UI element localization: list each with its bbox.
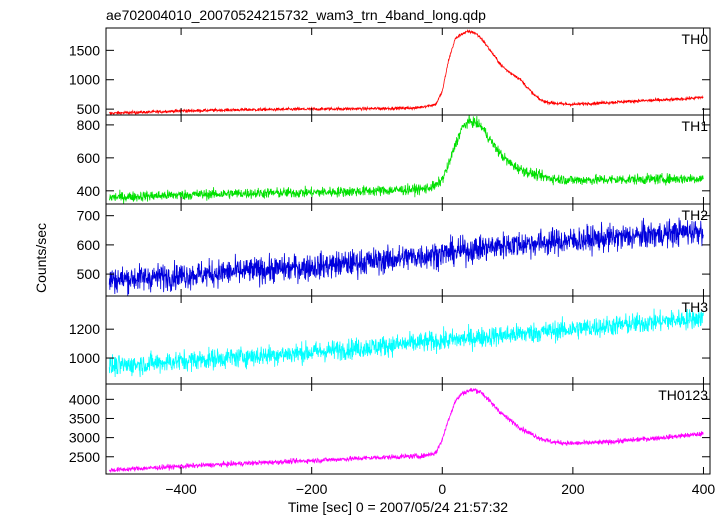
panel-label-th2: TH2 xyxy=(682,207,709,223)
y-tick-label: 400 xyxy=(77,183,101,199)
y-tick-label: 500 xyxy=(77,266,101,282)
x-axis-label: Time [sec] 0 = 2007/05/24 21:57:32 xyxy=(288,499,508,515)
y-tick-label: 2500 xyxy=(69,449,100,465)
panels-group: TH050010001500TH1400600800TH2500600700TH… xyxy=(69,27,716,497)
series-line-th3 xyxy=(108,308,704,378)
chart-title: ae702004010_20070524215732_wam3_trn_4ban… xyxy=(106,7,486,23)
y-tick-label: 1200 xyxy=(69,321,100,337)
y-tick-label: 500 xyxy=(77,101,101,117)
panel-th0123: TH0123 2500 3000 3500 4000 xyxy=(69,383,711,475)
y-tick-label: 600 xyxy=(77,237,101,253)
panel-th1: TH1 400 600 800 xyxy=(77,114,711,205)
y-tick-label: 1500 xyxy=(69,42,100,58)
y-tick-label: 600 xyxy=(77,150,101,166)
y-tick-label: 4000 xyxy=(69,391,100,407)
y-tick-label: 3000 xyxy=(69,430,100,446)
panel-frame xyxy=(105,383,711,475)
panel-th2: TH2 500 600 700 xyxy=(77,203,711,297)
panel-th0: TH0 500 1000 1500 xyxy=(69,27,711,117)
panel-th3: TH3 1000 1200 xyxy=(69,295,711,385)
y-axis-label: Counts/sec xyxy=(33,223,49,293)
x-tick-label: 200 xyxy=(561,481,585,497)
y-tick-label: 700 xyxy=(77,208,101,224)
panel-label-th3: TH3 xyxy=(682,299,709,315)
x-tick-label: 0 xyxy=(438,481,446,497)
y-tick-label: 1000 xyxy=(69,72,100,88)
series-line-th0123 xyxy=(108,387,704,473)
series-line-th2 xyxy=(108,217,704,296)
y-tick-label: 800 xyxy=(77,117,101,133)
x-tick-label: 400 xyxy=(692,481,716,497)
series-line-th1 xyxy=(108,115,704,204)
panel-label-th1: TH1 xyxy=(682,118,709,134)
panel-label-th0123: TH0123 xyxy=(658,387,708,403)
series-line-th0 xyxy=(109,28,704,115)
x-tick-label: −200 xyxy=(296,481,328,497)
x-tick-label: −400 xyxy=(165,481,197,497)
y-tick-label: 1000 xyxy=(69,350,100,366)
y-tick-label: 3500 xyxy=(69,410,100,426)
panel-label-th0: TH0 xyxy=(682,31,709,47)
